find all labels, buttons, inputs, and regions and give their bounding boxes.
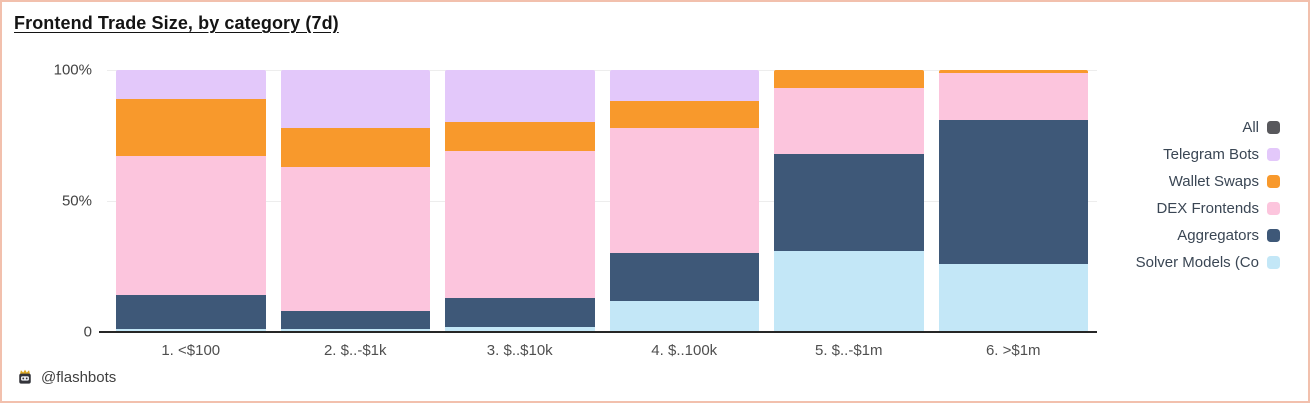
gridline-50 [107, 201, 1097, 202]
footer: @flashbots [16, 368, 116, 386]
gridline-100 [107, 70, 1097, 71]
bar-segment-dex-frontends [116, 156, 266, 296]
x-tick-label: 3. $..$10k [486, 342, 553, 359]
bar-6-1m [938, 70, 1088, 332]
x-tick-label: 2. $..-$1k [323, 342, 387, 359]
x-axis-line [99, 331, 1097, 333]
bar-segment-aggregators [774, 153, 924, 251]
legend-item-telegram-bots[interactable]: Telegram Bots [1163, 144, 1280, 164]
bar-segment-telegram-bots [280, 70, 430, 128]
bar-segment-wallet-swaps [609, 101, 759, 128]
bar-segment-aggregators [280, 311, 430, 330]
bar-segment-wallet-swaps [774, 70, 924, 89]
y-axis: 100% 50% 0 [2, 62, 92, 341]
plot-area [107, 70, 1097, 332]
legend-item-aggregators[interactable]: Aggregators [1177, 225, 1280, 245]
bar-segment-aggregators [116, 295, 266, 330]
bar-segment-solver-models-co [938, 263, 1088, 332]
legend: All Telegram Bots Wallet Swaps DEX Frontend… [1136, 117, 1280, 272]
x-tick-label: 6. >$1m [985, 342, 1041, 359]
bar-segment-solver-models-co [445, 326, 595, 332]
x-tick-label: 4. $..100k [651, 342, 718, 359]
bar-4-100k [609, 70, 759, 332]
bar-segment-wallet-swaps [445, 122, 595, 152]
bar-2-1k [280, 70, 430, 332]
bars-container [107, 70, 1097, 332]
legend-label: DEX Frontends [1156, 199, 1259, 217]
bar-1-100 [116, 70, 266, 332]
bar-segment-telegram-bots [445, 70, 595, 123]
legend-swatch [1267, 228, 1280, 242]
legend-item-solver-models-co[interactable]: Solver Models (Co [1136, 252, 1280, 272]
bar-segment-telegram-bots [609, 70, 759, 102]
y-tick-label: 100% [53, 61, 92, 79]
bar-segment-wallet-swaps [280, 127, 430, 167]
legend-swatch [1267, 201, 1280, 215]
bar-segment-dex-frontends [280, 166, 430, 312]
legend-label: All [1242, 118, 1259, 136]
legend-swatch [1267, 255, 1280, 269]
x-axis: 1. <$100 2. $..-$1k 3. $..$10k 4. $..100k 5.… [107, 342, 1097, 359]
legend-swatch [1267, 120, 1280, 134]
bar-segment-dex-frontends [774, 88, 924, 154]
x-tick-label: 1. <$100 [161, 342, 221, 359]
bar-segment-aggregators [938, 119, 1088, 264]
flashbots-robot-crown-icon [19, 369, 31, 384]
bar-5-1m [774, 70, 924, 332]
bar-segment-telegram-bots [116, 70, 266, 99]
bar-segment-dex-frontends [445, 151, 595, 298]
y-tick-label: 50% [61, 192, 92, 210]
x-tick-label: 5. $..-$1m [814, 342, 883, 359]
bar-segment-dex-frontends [938, 72, 1088, 120]
bar-segment-wallet-swaps [938, 70, 1088, 73]
legend-swatch [1267, 174, 1280, 188]
y-tick-label: 0 [83, 323, 92, 341]
legend-item-dex-frontends[interactable]: DEX Frontends [1156, 198, 1280, 218]
legend-label: Solver Models (Co [1135, 253, 1259, 271]
bar-segment-solver-models-co [280, 329, 430, 332]
bar-3-10k [445, 70, 595, 332]
bar-segment-dex-frontends [609, 127, 759, 254]
bar-segment-aggregators [609, 253, 759, 301]
bar-segment-wallet-swaps [116, 98, 266, 157]
legend-label: Wallet Swaps [1168, 172, 1259, 190]
bar-segment-solver-models-co [609, 300, 759, 332]
legend-label: Telegram Bots [1163, 145, 1259, 163]
footer-handle: @flashbots [41, 368, 117, 386]
bar-segment-solver-models-co [116, 329, 266, 332]
legend-swatch [1267, 147, 1280, 161]
chart-title: Frontend Trade Size, by category (7d) [14, 13, 339, 33]
bar-segment-solver-models-co [774, 250, 924, 332]
legend-label: Aggregators [1177, 226, 1259, 244]
bar-segment-aggregators [445, 297, 595, 327]
legend-item-wallet-swaps[interactable]: Wallet Swaps [1169, 171, 1280, 191]
legend-item-all[interactable]: All [1242, 117, 1280, 137]
